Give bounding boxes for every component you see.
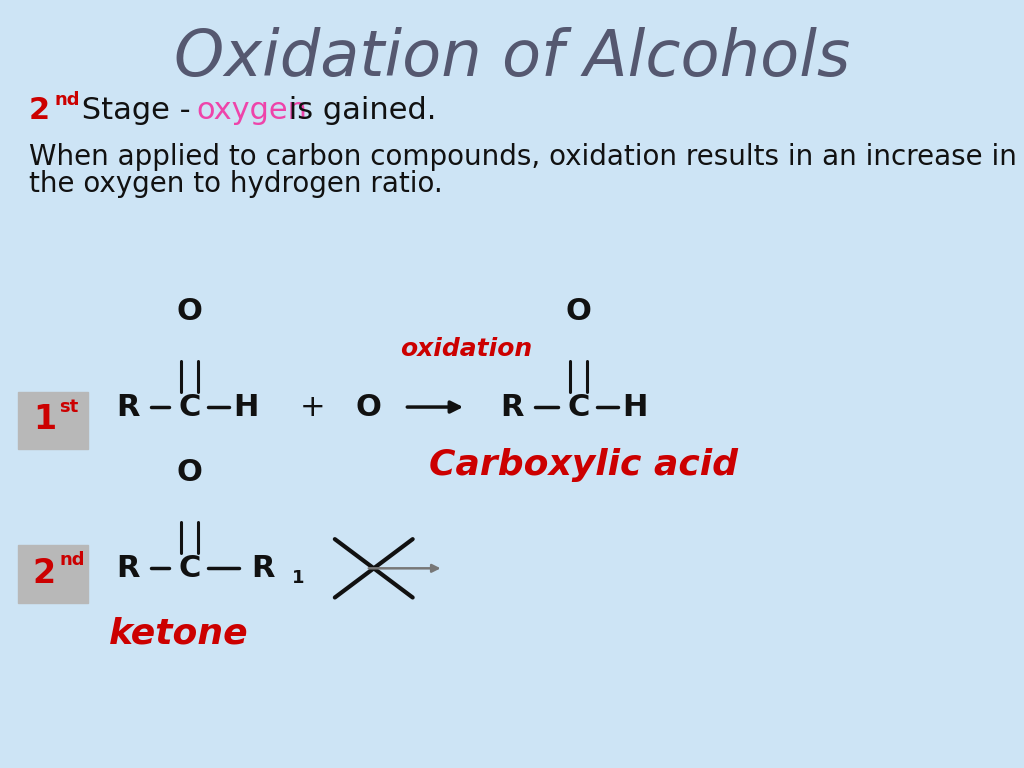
- Text: O: O: [176, 296, 203, 326]
- Text: O: O: [355, 392, 382, 422]
- Text: oxidation: oxidation: [399, 337, 532, 362]
- FancyBboxPatch shape: [18, 392, 88, 449]
- Text: R: R: [501, 392, 523, 422]
- Text: 2: 2: [33, 557, 56, 590]
- Text: O: O: [565, 296, 592, 326]
- Text: H: H: [623, 392, 647, 422]
- Text: nd: nd: [59, 551, 85, 569]
- Text: ketone: ketone: [110, 617, 249, 650]
- Text: When applied to carbon compounds, oxidation results in an increase in: When applied to carbon compounds, oxidat…: [29, 143, 1017, 171]
- Text: C: C: [178, 554, 201, 583]
- Text: nd: nd: [54, 91, 80, 109]
- FancyBboxPatch shape: [18, 545, 88, 603]
- Text: st: st: [59, 398, 79, 415]
- Text: O: O: [176, 458, 203, 487]
- Text: Oxidation of Alcohols: Oxidation of Alcohols: [174, 27, 850, 88]
- Text: 1: 1: [292, 568, 304, 587]
- Text: C: C: [567, 392, 590, 422]
- Text: H: H: [233, 392, 258, 422]
- Text: is gained.: is gained.: [279, 96, 436, 125]
- Text: R: R: [252, 554, 274, 583]
- Text: Carboxylic acid: Carboxylic acid: [429, 448, 738, 482]
- Text: 1: 1: [33, 403, 56, 436]
- Text: R: R: [117, 554, 139, 583]
- Text: 2: 2: [29, 96, 50, 125]
- Text: the oxygen to hydrogen ratio.: the oxygen to hydrogen ratio.: [29, 170, 442, 198]
- Text: oxygen: oxygen: [197, 96, 307, 125]
- Text: C: C: [178, 392, 201, 422]
- Text: R: R: [117, 392, 139, 422]
- Text: +: +: [299, 392, 326, 422]
- Text: Stage -: Stage -: [72, 96, 200, 125]
